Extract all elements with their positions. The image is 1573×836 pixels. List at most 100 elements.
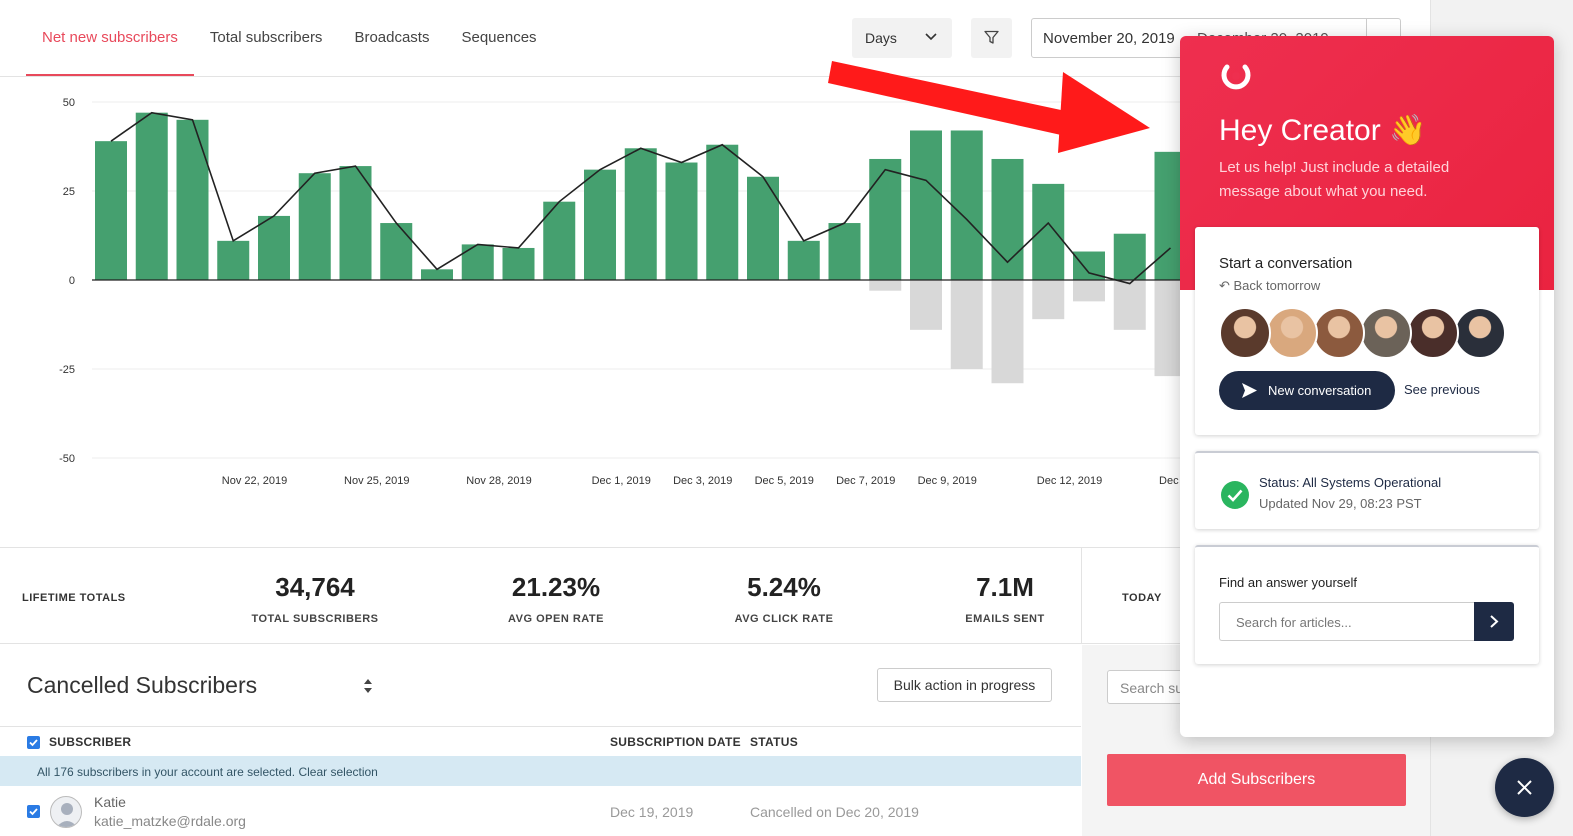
interval-value: Days — [865, 30, 897, 46]
availability-label: Back tomorrow — [1233, 278, 1321, 293]
send-icon — [1242, 383, 1257, 398]
avatar — [50, 796, 82, 828]
interval-select[interactable]: Days — [852, 18, 952, 58]
stat-label: TOTAL SUBSCRIBERS — [251, 613, 379, 625]
stat-total-subscribers: 34,764 TOTAL SUBSCRIBERS — [215, 572, 415, 625]
gain-bar — [665, 162, 698, 280]
article-search-input[interactable]: Search for articles... — [1219, 602, 1475, 641]
gain-bar — [584, 169, 616, 280]
subscriber-email: katie_matzke@rdale.org — [94, 813, 246, 829]
loss-bar — [991, 280, 1024, 384]
report-tabs: Net new subscribers Total subscribers Br… — [26, 0, 553, 76]
conversation-heading: Start a conversation — [1219, 255, 1353, 272]
loss-bar — [1032, 280, 1065, 320]
article-search-button[interactable] — [1474, 602, 1514, 641]
stat-value: 7.1M — [976, 572, 1034, 602]
gain-bar — [1154, 151, 1180, 280]
gain-bar — [421, 269, 453, 280]
status-text: Status: All Systems Operational — [1259, 475, 1442, 490]
stat-value: 34,764 — [275, 572, 355, 602]
gain-bar — [298, 173, 331, 280]
row-checkbox[interactable] — [27, 805, 40, 818]
chevron-right-icon — [1490, 615, 1499, 628]
team-avatar — [1219, 307, 1271, 359]
tab-total-subscribers[interactable]: Total subscribers — [209, 29, 323, 46]
column-subscription-date[interactable]: SUBSCRIPTION DATE — [610, 735, 741, 749]
gain-bar — [950, 130, 983, 280]
check-circle-icon — [1221, 481, 1249, 509]
conversation-card: Start a conversation ↶ Back tomorrow New… — [1195, 227, 1539, 435]
gain-bar — [135, 112, 168, 281]
x-tick-label: Dec 7, 2019 — [836, 475, 895, 487]
loss-bar — [950, 280, 983, 369]
list-title[interactable]: Cancelled Subscribers — [27, 672, 258, 698]
x-tick-label: Dec 5, 2019 — [755, 475, 814, 487]
gain-bar — [339, 166, 372, 280]
gain-bar — [706, 144, 739, 280]
gain-bar — [910, 130, 942, 280]
tab-net-new-subscribers[interactable]: Net new subscribers — [26, 0, 194, 76]
filter-button[interactable] — [971, 18, 1012, 58]
stat-label: AVG OPEN RATE — [508, 613, 604, 625]
gain-bar — [502, 247, 535, 280]
stat-label: AVG CLICK RATE — [734, 613, 834, 625]
gain-bar — [1113, 233, 1146, 280]
loss-bar — [1154, 280, 1180, 377]
x-tick-label: Nov 22, 2019 — [222, 475, 287, 487]
y-tick-label: 25 — [63, 186, 75, 198]
team-avatar — [1454, 307, 1506, 359]
gain-bar — [380, 223, 413, 280]
table-header: SUBSCRIBER SUBSCRIPTION DATE STATUS — [0, 726, 1081, 756]
loss-bar — [1113, 280, 1146, 330]
availability-text: ↶ Back tomorrow — [1219, 278, 1321, 293]
stat-label: EMAILS SENT — [965, 613, 1045, 625]
loss-bar — [869, 280, 902, 291]
gain-bar — [624, 148, 657, 280]
stat-avg-click-rate: 5.24% AVG CLICK RATE — [684, 572, 884, 625]
selection-notice[interactable]: All 176 subscribers in your account are … — [0, 756, 1081, 786]
gain-bar — [747, 176, 779, 280]
team-avatar — [1313, 307, 1365, 359]
totals-label: LIFETIME TOTALS — [22, 592, 126, 604]
add-subscribers-button[interactable]: Add Subscribers — [1107, 754, 1406, 806]
sort-arrows-icon[interactable] — [362, 677, 374, 695]
column-status[interactable]: STATUS — [750, 735, 799, 749]
check-icon — [29, 739, 38, 747]
stat-emails-sent: 7.1M EMAILS SENT — [905, 572, 1105, 625]
subscriber-name: Katie — [94, 794, 126, 810]
net-line — [110, 111, 1172, 285]
status-card[interactable]: Status: All Systems Operational Updated … — [1195, 451, 1539, 529]
x-tick-label: Dec 3, 2019 — [673, 475, 732, 487]
tab-broadcasts[interactable]: Broadcasts — [354, 29, 430, 46]
tab-sequences[interactable]: Sequences — [461, 29, 537, 46]
x-tick-label: Nov 28, 2019 — [466, 475, 531, 487]
gain-bar — [217, 240, 250, 280]
status-updated: Updated Nov 29, 08:23 PST — [1259, 496, 1422, 511]
close-widget-button[interactable] — [1495, 758, 1554, 817]
check-icon — [29, 808, 38, 816]
x-tick-label: Dec 1, 2019 — [592, 475, 651, 487]
today-label: TODAY — [1122, 592, 1162, 604]
select-all-checkbox[interactable] — [27, 736, 40, 749]
gain-bar — [176, 119, 209, 280]
date-start[interactable]: November 20, 2019 — [1043, 30, 1175, 47]
team-avatars — [1219, 307, 1506, 359]
table-row[interactable]: Katie katie_matzke@rdale.org Dec 19, 201… — [0, 786, 1081, 836]
bulk-action-button[interactable]: Bulk action in progress — [877, 668, 1052, 702]
gain-bar — [787, 240, 820, 280]
y-tick-label: 0 — [69, 275, 75, 287]
close-icon — [1517, 780, 1532, 795]
loss-bar — [910, 280, 942, 330]
stat-value: 21.23% — [511, 572, 601, 602]
x-tick-label: Nov 25, 2019 — [344, 475, 409, 487]
x-tick-label: Dec 15, 2019 — [1159, 475, 1180, 487]
new-conversation-button[interactable]: New conversation — [1219, 371, 1395, 410]
stat-avg-open-rate: 21.23% AVG OPEN RATE — [456, 572, 656, 625]
gain-bar — [258, 215, 290, 280]
column-subscriber[interactable]: SUBSCRIBER — [49, 735, 132, 749]
stat-value: 5.24% — [747, 572, 821, 602]
see-previous-link[interactable]: See previous — [1404, 382, 1480, 397]
team-avatar — [1266, 307, 1318, 359]
article-search-card: Find an answer yourself Search for artic… — [1195, 545, 1539, 664]
subscription-date: Dec 19, 2019 — [610, 804, 694, 820]
